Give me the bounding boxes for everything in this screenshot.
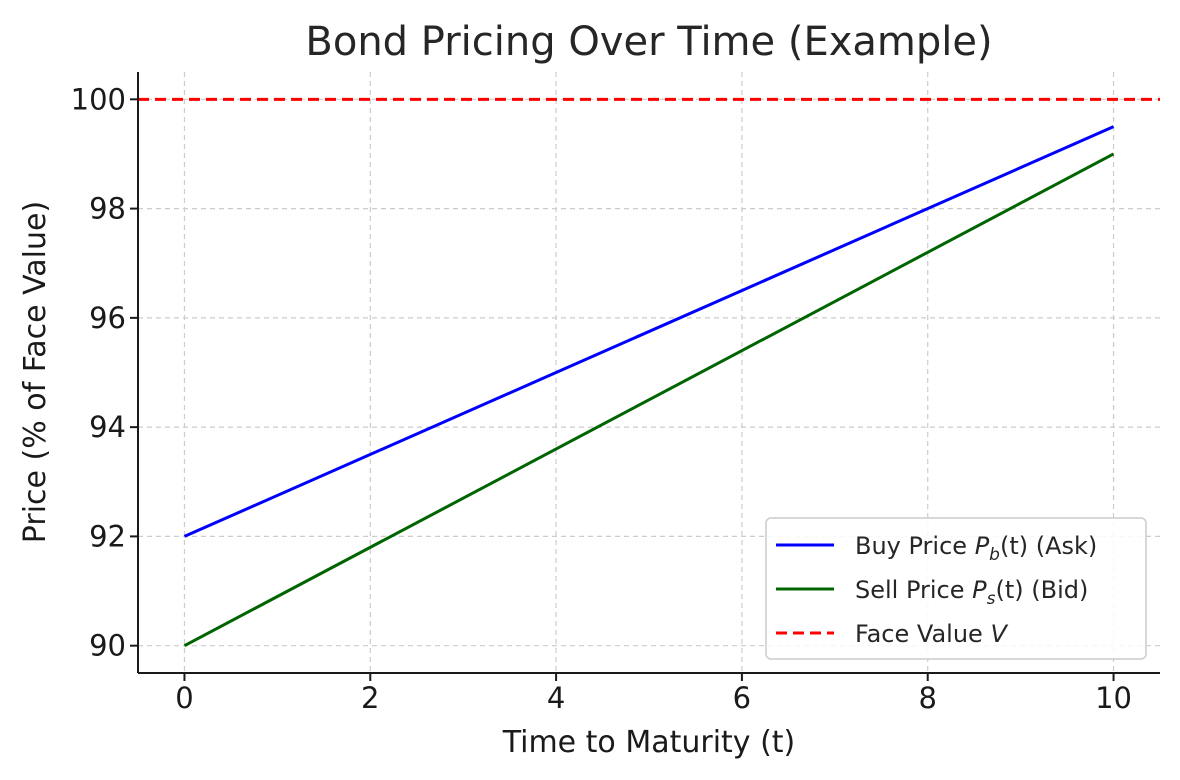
x-tick-label: 0: [175, 681, 193, 715]
legend: Buy Price Pb(t) (Ask) Sell Price Ps(t) (B…: [765, 517, 1147, 660]
chart-title: Bond Pricing Over Time (Example): [305, 19, 992, 65]
series-line: [183, 152, 1115, 648]
y-tick-label: 96: [89, 301, 126, 335]
y-ticks: 90 92 94 96 98 100: [71, 82, 138, 663]
series-lines: [138, 97, 1160, 648]
y-axis-label: Price (% of Face Value): [18, 201, 53, 543]
legend-label: Sell Price Ps(t) (Bid): [855, 576, 1088, 609]
legend-box: [765, 517, 1147, 660]
x-tick-label: 10: [1095, 681, 1132, 715]
y-tick-label: 98: [89, 192, 126, 226]
legend-label: Buy Price Pb(t) (Ask): [855, 532, 1097, 565]
x-tick-label: 4: [547, 681, 565, 715]
legend-label: Face Value V: [855, 620, 1008, 648]
y-tick-label: 100: [71, 82, 126, 116]
y-tick-label: 92: [89, 519, 126, 553]
x-axis-label: Time to Maturity (t): [502, 725, 796, 760]
series-line: [183, 125, 1115, 538]
x-tick-label: 8: [919, 681, 937, 715]
x-tick-label: 6: [733, 681, 751, 715]
y-tick-label: 90: [89, 629, 126, 663]
x-tick-label: 2: [361, 681, 379, 715]
y-tick-label: 94: [89, 410, 126, 444]
x-ticks: 0 2 4 6 8 10: [175, 673, 1132, 715]
